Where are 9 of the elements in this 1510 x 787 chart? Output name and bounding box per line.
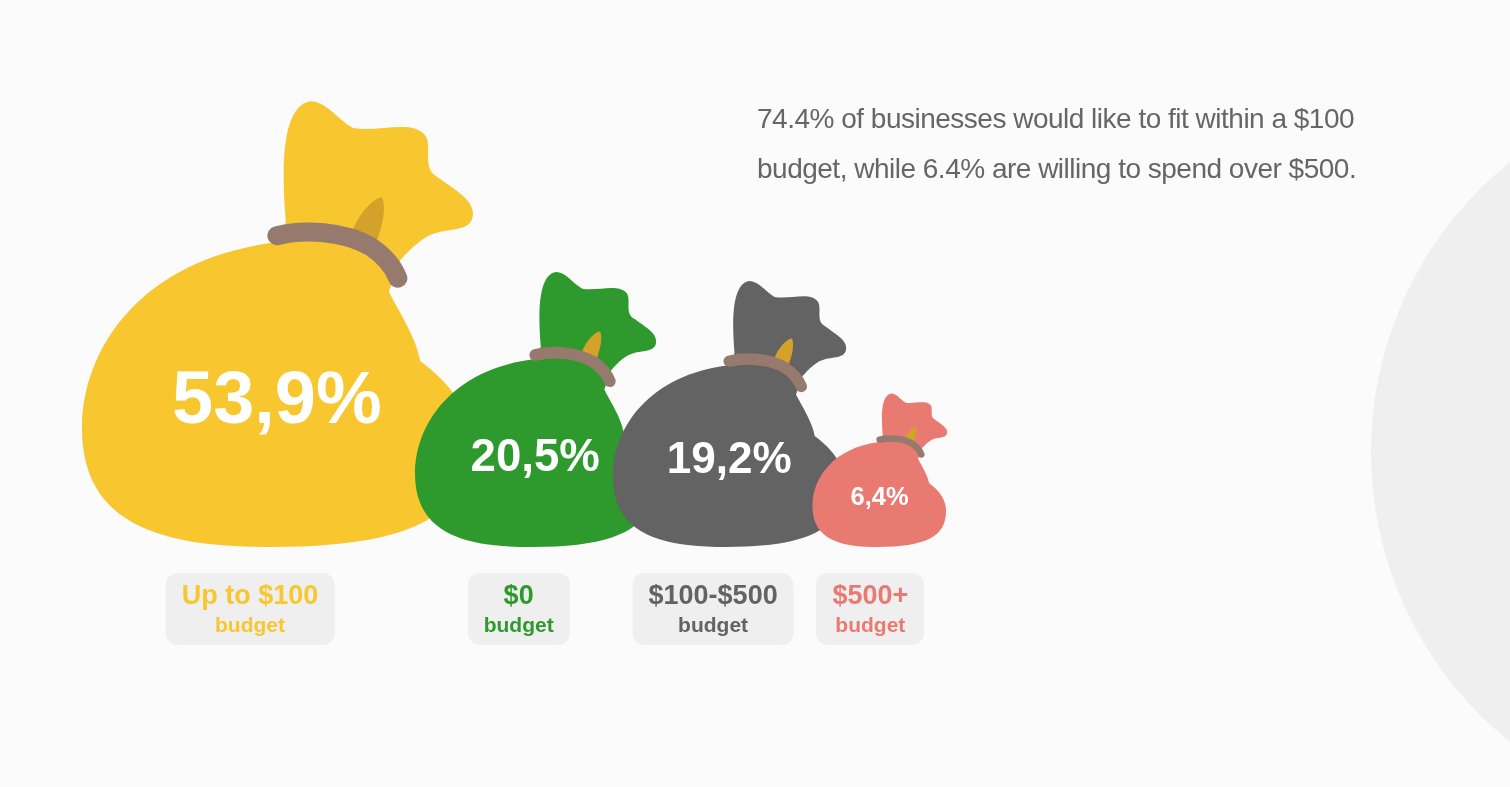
data-label: 53,9% (172, 356, 382, 440)
data-label: 19,2% (666, 433, 792, 483)
category-label: $500+ budget (832, 579, 909, 638)
text: 74.4% of businesses would like to fit within a $100 budget, while 6.4% are willing to spend over $500. (757, 102, 1358, 186)
category-label: $0 budget (483, 579, 554, 638)
data-label: 6,4% (850, 481, 909, 510)
data-label: 20,5% (470, 430, 600, 482)
category-label: $100-$500 budget (648, 579, 778, 638)
category-label: Up to $100 budget (181, 579, 319, 638)
